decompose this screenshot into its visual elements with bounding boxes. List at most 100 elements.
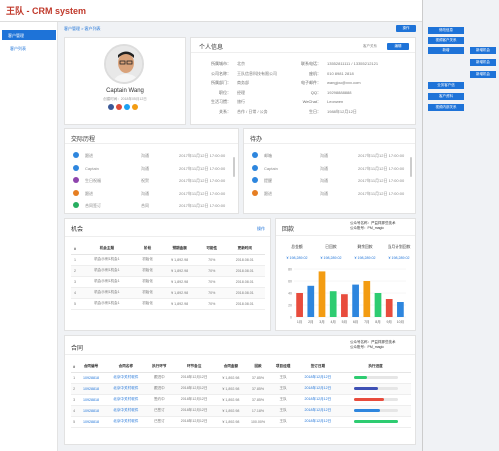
edit-button[interactable]: 编辑: [387, 43, 409, 50]
table-cell: 37.85%: [245, 394, 271, 406]
item-subject: 跟进: [85, 190, 93, 196]
x-tick-label: 7月: [364, 319, 369, 324]
add-opportunity-button[interactable]: 新增机会: [470, 71, 496, 78]
progress-bar: [353, 420, 398, 424]
table-cell: 签约中: [146, 394, 172, 406]
info-field-value: 旅行: [237, 99, 245, 104]
table-row[interactable]: 3 机会示例1机会1 初始化 ¥ 1,892.98 70% 2018.08.01: [71, 276, 265, 288]
info-field: 公司名称： 王队信息科技有限公司: [191, 71, 277, 77]
info-field: 座机： 010 8981 2818: [285, 71, 354, 77]
info-field: 所属城市： 北京: [191, 61, 245, 67]
right-action-button[interactable]: 视频内部关系: [428, 104, 464, 111]
info-title: 个人信息: [199, 45, 224, 51]
info-field-value: Leonwen: [327, 99, 344, 104]
list-item[interactable]: 跟进 沟通 2017年11月12日 17:00:00: [250, 187, 409, 199]
list-item[interactable]: 合同签订 合同 2017年11月12日 17:00:00: [71, 199, 232, 211]
todo-panel: 待办 邮箱 沟通 2017年11月12日 17:00:00 Captain 沟通 2017…: [243, 128, 416, 214]
table-cell: 机会示例1机会1: [79, 265, 135, 277]
share-icon[interactable]: [132, 104, 138, 110]
progress-cell: [340, 383, 411, 395]
table-cell: 跟进中: [146, 372, 172, 384]
info-field-value: 合作 / 日常 / 公务: [237, 108, 268, 114]
operate-button[interactable]: 操作: [396, 25, 416, 32]
list-item[interactable]: 邮箱 沟通 2017年11月12日 17:00:00: [250, 149, 409, 161]
facebook-icon[interactable]: [108, 104, 114, 110]
table-row[interactable]: 4 10928818 北京中关村软件 已签订 2018年12月12日 ¥ 1,892.98…: [71, 405, 411, 417]
sidebar-item-customer-list[interactable]: 客户列表: [10, 46, 26, 51]
table-row[interactable]: 5 10928818 北京中关村软件 已签订 2018年12月12日 ¥ 1,892.98…: [71, 416, 411, 428]
table-cell: 王队: [270, 372, 296, 384]
info-field: QQ： 19298888888: [285, 90, 352, 96]
progress-fill: [353, 387, 378, 391]
avatar: [104, 44, 144, 84]
progress-fill: [353, 376, 367, 380]
table-cell: 机会示例1机会1: [79, 254, 135, 266]
item-time: 2017年11月12日 17:00:00: [179, 165, 226, 171]
right-action-button[interactable]: 修改信息: [428, 27, 464, 34]
history-panel: 交际历程 跟进 沟通 2017年11月12日 17:00:00 Captain 沟通 20…: [64, 128, 239, 214]
payment-panel: 回款 公众号名称：严益祥那些技术 公众账号：PM_magic 总金额 ¥ 198,…: [275, 218, 416, 331]
twitter-icon[interactable]: [124, 104, 130, 110]
progress-fill: [353, 420, 398, 424]
right-action-button[interactable]: 新增: [428, 47, 464, 54]
chart-bar: [374, 293, 382, 317]
info-field-label: 电子邮件：: [301, 80, 321, 85]
list-item[interactable]: 生日祝福 祝贺 2017年11月12日 17:00:00: [71, 174, 232, 186]
right-action-button[interactable]: 业务客户信: [428, 82, 464, 89]
table-cell: ¥ 1,892.98: [216, 405, 246, 417]
y-tick-label: 0: [290, 315, 292, 319]
table-row[interactable]: 1 机会示例1机会1 初始化 ¥ 1,892.98 70% 2018.08.01: [71, 254, 265, 266]
info-field-value: 1988年12月12日: [327, 108, 357, 114]
table-row[interactable]: 3 10928818 北京中关村软件 签约中 2018年12月12日 ¥ 1,892.98…: [71, 394, 411, 406]
table-row[interactable]: 4 机会示例1机会1 初始化 ¥ 1,892.98 70% 2018.08.01: [71, 287, 265, 299]
x-tick-label: 9月: [386, 319, 391, 324]
list-item[interactable]: 跟进 沟通 2017年11月12日 17:00:00: [71, 187, 232, 199]
item-time: 2017年11月12日 17:00:00: [179, 203, 226, 208]
table-header: #: [71, 244, 80, 255]
history-scrollbar[interactable]: [233, 157, 235, 177]
list-item[interactable]: 跟进 沟通 2017年11月12日 17:00:00: [71, 149, 232, 161]
opportunity-action-link[interactable]: 操作: [257, 226, 265, 231]
table-cell: 北京中关村软件: [104, 383, 147, 395]
info-field-value: 商务部: [237, 80, 249, 85]
status-dot-icon: [73, 177, 79, 183]
stat-label: 剩余回款: [357, 245, 373, 249]
info-action-link[interactable]: 客户关系: [363, 44, 377, 48]
add-opportunity-button[interactable]: 新增机会: [470, 47, 496, 54]
table-row[interactable]: 5 机会示例1机会1 初始化 ¥ 1,892.98 70% 2018.08.01: [71, 298, 265, 310]
table-row[interactable]: 1 10928818 北京中关村软件 跟进中 2018年12月12日 ¥ 1,892.98…: [71, 372, 411, 384]
table-header: 合同名称: [104, 362, 147, 373]
chart-bar: [329, 291, 337, 317]
progress-bar: [353, 398, 398, 402]
table-cell: 37.85%: [245, 383, 271, 395]
status-dot-icon: [252, 164, 258, 171]
table-row[interactable]: 2 10928818 北京中关村软件 跟进中 2018年12月12日 ¥ 1,892.98…: [71, 383, 411, 395]
list-item[interactable]: 提醒 沟通 2017年11月12日 17:00:00: [250, 174, 409, 186]
table-row[interactable]: 2 机会示例1机会1 初始化 ¥ 1,892.98 70% 2018.08.01: [71, 265, 265, 277]
google-plus-icon[interactable]: [116, 104, 122, 110]
table-cell: 2018.08.01: [224, 254, 265, 266]
top-bar: 王队 - CRM system: [0, 0, 422, 22]
list-item[interactable]: Captain 沟通 2017年11月12日 17:00:00: [250, 162, 409, 174]
profile-name: Captain Wang: [106, 88, 144, 94]
right-action-button[interactable]: 视频客户关系: [428, 37, 464, 44]
add-opportunity-button[interactable]: 新增机会: [470, 59, 496, 66]
table-cell: 王队: [270, 405, 296, 417]
sidebar-item-customer-manage[interactable]: 客户管理: [2, 30, 56, 40]
todo-scrollbar[interactable]: [410, 157, 412, 177]
table-cell: 初始化: [134, 276, 161, 288]
table-cell: 2: [71, 383, 78, 395]
table-cell: 37.85%: [245, 372, 271, 384]
list-item[interactable]: Captain 沟通 2017年11月12日 17:00:00: [71, 162, 232, 174]
right-action-button[interactable]: 客户资料: [428, 93, 464, 100]
table-cell: 10928818: [77, 416, 105, 428]
contract-title: 合同: [71, 346, 84, 352]
table-header: 环节备注: [171, 362, 217, 373]
table-cell: 2018年12月12日: [295, 372, 341, 384]
table-cell: 10928818: [77, 372, 105, 384]
table-header: #: [71, 362, 78, 373]
table-cell: 跟进中: [146, 383, 172, 395]
table-cell: 3: [71, 276, 80, 288]
table-cell: 已签订: [146, 405, 172, 417]
status-dot-icon: [73, 152, 79, 158]
